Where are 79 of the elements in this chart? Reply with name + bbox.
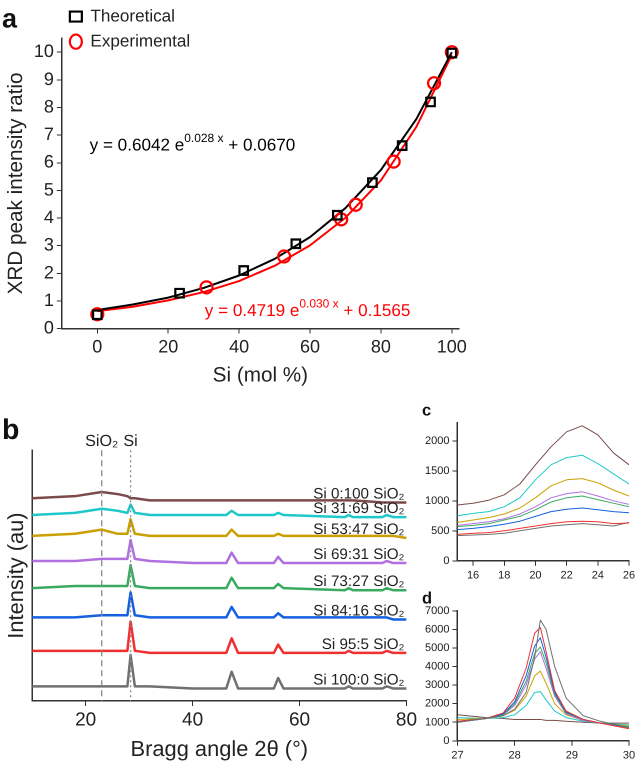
y-tick-label: 8 (44, 96, 54, 116)
x-tick-label: 40 (182, 710, 204, 731)
chart-title: c (422, 401, 432, 420)
y-tick-label: 0 (443, 554, 450, 567)
point (396, 140, 408, 151)
point (238, 265, 250, 276)
series-label: Si 0:100 SiO₂ (313, 485, 405, 502)
x-axis-title: Bragg angle 2θ (°) (130, 736, 308, 761)
y-tick-label: 4000 (424, 660, 450, 673)
series-label: Si 31:69 SiO₂ (313, 500, 405, 518)
point (199, 280, 214, 294)
y-tick-label: 10 (34, 41, 54, 62)
x-tick-label: 20 (75, 710, 96, 731)
x-tick-label: 18 (498, 569, 510, 582)
point (332, 210, 343, 221)
y-tick-label: 6 (44, 152, 54, 172)
ref-line-label: SiO₂ (85, 432, 118, 450)
y-tick-label: 3000 (424, 679, 450, 692)
x-tick-label: 60 (300, 336, 320, 356)
y-tick-label: 2 (44, 262, 54, 282)
y-tick-label: 3 (44, 234, 54, 255)
x-tick-label: 40 (229, 336, 250, 356)
y-tick-label: 7000 (424, 604, 450, 617)
x-tick-label: 27 (451, 749, 464, 762)
point (290, 238, 302, 250)
point (426, 76, 442, 90)
y-tick-label: 6000 (424, 623, 450, 636)
point (425, 96, 436, 108)
point (174, 288, 185, 299)
y-tick-label: 500 (431, 524, 450, 537)
legend-label: Theoretical (90, 6, 175, 26)
point (386, 154, 401, 169)
x-tick-label: 24 (592, 569, 604, 582)
series-label: Si 84:16 SiO₂ (313, 602, 405, 620)
x-tick-label: 100 (436, 336, 467, 356)
y-tick-label: 5 (44, 179, 54, 200)
chart-title: d (422, 589, 432, 608)
y-tick-label: 9 (44, 68, 54, 89)
y-axis-title: XRD peak intensity ratio (4, 72, 28, 294)
x-tick-label: 30 (622, 749, 636, 762)
y-tick-label: 1500 (424, 464, 450, 477)
y-tick-label: 1 (44, 290, 54, 310)
chart-title: b (2, 414, 20, 446)
point (446, 48, 458, 58)
series-label: Si 100:0 SiO₂ (313, 671, 405, 688)
x-tick-label: 20 (529, 569, 542, 582)
series-label: Si 95:5 SiO₂ (322, 636, 405, 653)
y-tick-label: 0 (44, 318, 54, 338)
y-tick-label: 2000 (424, 698, 450, 710)
ref-line-label: Si (123, 432, 138, 450)
y-tick-label: 1000 (424, 494, 450, 507)
x-tick-label: 22 (560, 569, 573, 582)
x-tick-label: 16 (466, 569, 480, 582)
y-tick-label: 1000 (424, 716, 450, 728)
y-axis-title: Intensity (au) (3, 512, 28, 639)
x-tick-label: 28 (508, 749, 521, 762)
point (334, 212, 348, 227)
y-tick-label: 2000 (424, 434, 450, 447)
point (277, 249, 292, 264)
x-tick-label: 0 (92, 336, 102, 356)
y-tick-label: 5000 (424, 642, 450, 654)
series-label: Si 53:47 SiO₂ (313, 520, 405, 538)
x-tick-label: 26 (622, 569, 636, 582)
point (444, 45, 459, 60)
series-label: Si 69:31 SiO₂ (313, 546, 405, 564)
x-tick-label: 80 (370, 336, 391, 356)
x-tick-label: 80 (396, 710, 418, 731)
x-tick-label: 29 (566, 749, 578, 762)
y-tick-label: 7 (44, 124, 54, 144)
legend-label: Experimental (90, 31, 190, 50)
y-tick-label: 0 (443, 734, 450, 747)
chart-title: a (2, 4, 18, 34)
x-tick-label: 20 (158, 336, 178, 356)
x-axis-title: Si (mol %) (212, 363, 308, 386)
point (348, 198, 363, 212)
series-label: Si 73:27 SiO₂ (313, 573, 405, 590)
point (367, 177, 378, 188)
x-tick-label: 60 (288, 710, 310, 731)
y-tick-label: 4 (44, 206, 54, 227)
